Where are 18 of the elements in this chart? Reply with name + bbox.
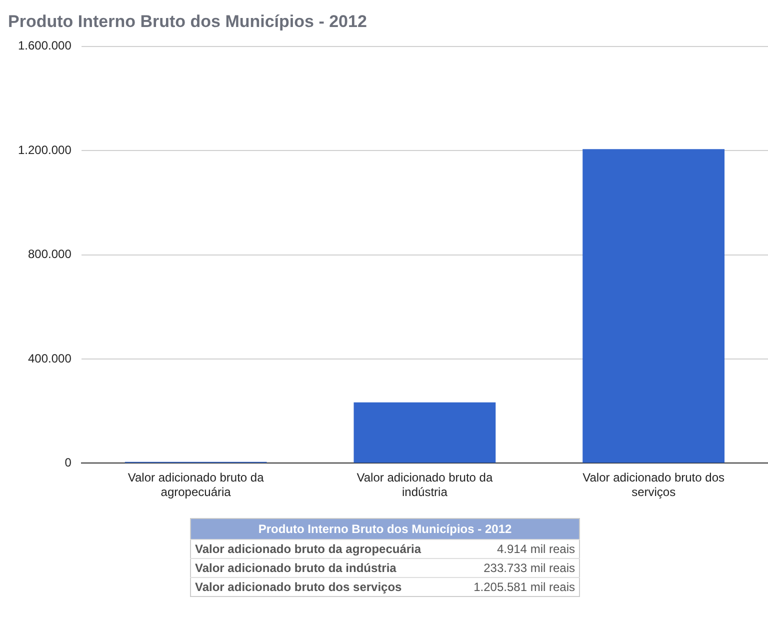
category-label: Valor adicionado bruto da indústria bbox=[190, 558, 456, 578]
bar bbox=[354, 402, 496, 463]
x-tick-label: Valor adicionado bruto da indústria bbox=[356, 470, 493, 500]
chart-title: Produto Interno Bruto dos Municípios - 2012 bbox=[8, 12, 367, 31]
text: 1.205.581 mil reais bbox=[455, 578, 580, 596]
x-tick-label: Valor adicionado bruto da agropecuária bbox=[128, 470, 264, 500]
y-tick-label: 400.000 bbox=[28, 351, 72, 366]
text: 233.733 mil reais bbox=[455, 558, 580, 578]
y-tick-label: 1.600.000 bbox=[18, 38, 72, 53]
y-tick-label: 1.200.000 bbox=[18, 142, 72, 157]
text: Produto Interno Bruto dos Municípios - 2012 bbox=[190, 518, 580, 540]
text: 4.914 mil reais bbox=[455, 540, 580, 558]
y-tick-label: 0 bbox=[64, 456, 72, 470]
category-label: Valor adicionado bruto da agropecuária bbox=[190, 540, 456, 558]
y-tick-label: 800.000 bbox=[28, 247, 72, 262]
category-label: Valor adicionado bruto dos serviços bbox=[190, 578, 456, 596]
x-tick-label: Valor adicionado bruto dos serviços bbox=[582, 470, 724, 500]
bar bbox=[582, 149, 725, 463]
